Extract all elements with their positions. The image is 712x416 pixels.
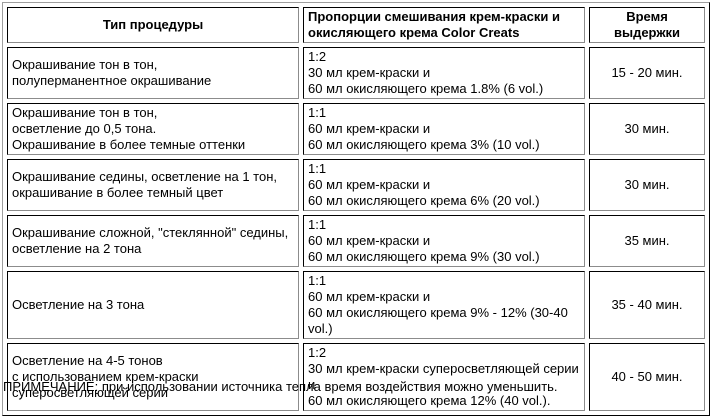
proportion-cell: 1:1 60 мл крем-краски и 60 мл окисляющег…	[303, 215, 585, 267]
time-cell: 35 мин.	[589, 215, 705, 267]
table-row: Окрашивание сложной, "стеклянной" седины…	[7, 215, 705, 267]
table-row: Окрашивание седины, осветление на 1 тон,…	[7, 159, 705, 211]
procedure-cell: Окрашивание тон в тон, полуперманентное …	[7, 47, 299, 99]
procedure-cell: Осветление на 3 тона	[7, 271, 299, 339]
procedure-cell: Окрашивание тон в тон, осветление до 0,5…	[7, 103, 299, 155]
procedure-cell: Окрашивание сложной, "стеклянной" седины…	[7, 215, 299, 267]
col-header-proportions: Пропорции смешивания крем-краски и окисл…	[303, 7, 585, 43]
table-header-row: Тип процедуры Пропорции смешивания крем-…	[7, 7, 705, 43]
proportion-cell: 1:1 60 мл крем-краски и 60 мл окисляющег…	[303, 103, 585, 155]
col-header-time: Время выдержки	[589, 7, 705, 43]
procedure-cell: Осветление на 4-5 тонов с использованием…	[7, 343, 299, 411]
table-row: Осветление на 3 тона 1:1 60 мл крем-крас…	[7, 271, 705, 339]
col-header-procedure-type: Тип процедуры	[7, 7, 299, 43]
proportion-cell: 1:1 60 мл крем-краски и 60 мл окисляющег…	[303, 159, 585, 211]
procedure-cell: Окрашивание седины, осветление на 1 тон,…	[7, 159, 299, 211]
table-row: Окрашивание тон в тон, осветление до 0,5…	[7, 103, 705, 155]
time-cell: 40 - 50 мин.	[589, 343, 705, 411]
table-row: Окрашивание тон в тон, полуперманентное …	[7, 47, 705, 99]
time-cell: 15 - 20 мин.	[589, 47, 705, 99]
footnote: ПРИМЕЧАНИЕ: при использовании источника …	[3, 379, 558, 394]
time-cell: 30 мин.	[589, 103, 705, 155]
time-cell: 35 - 40 мин.	[589, 271, 705, 339]
table-row: Осветление на 4-5 тонов с использованием…	[7, 343, 705, 411]
time-cell: 30 мин.	[589, 159, 705, 211]
proportion-cell: 1:2 30 мл крем-краски и 60 мл окисляющег…	[303, 47, 585, 99]
proportion-cell: 1:2 30 мл крем-краски суперосветляющей с…	[303, 343, 585, 411]
proportion-cell: 1:1 60 мл крем-краски и 60 мл окисляющег…	[303, 271, 585, 339]
